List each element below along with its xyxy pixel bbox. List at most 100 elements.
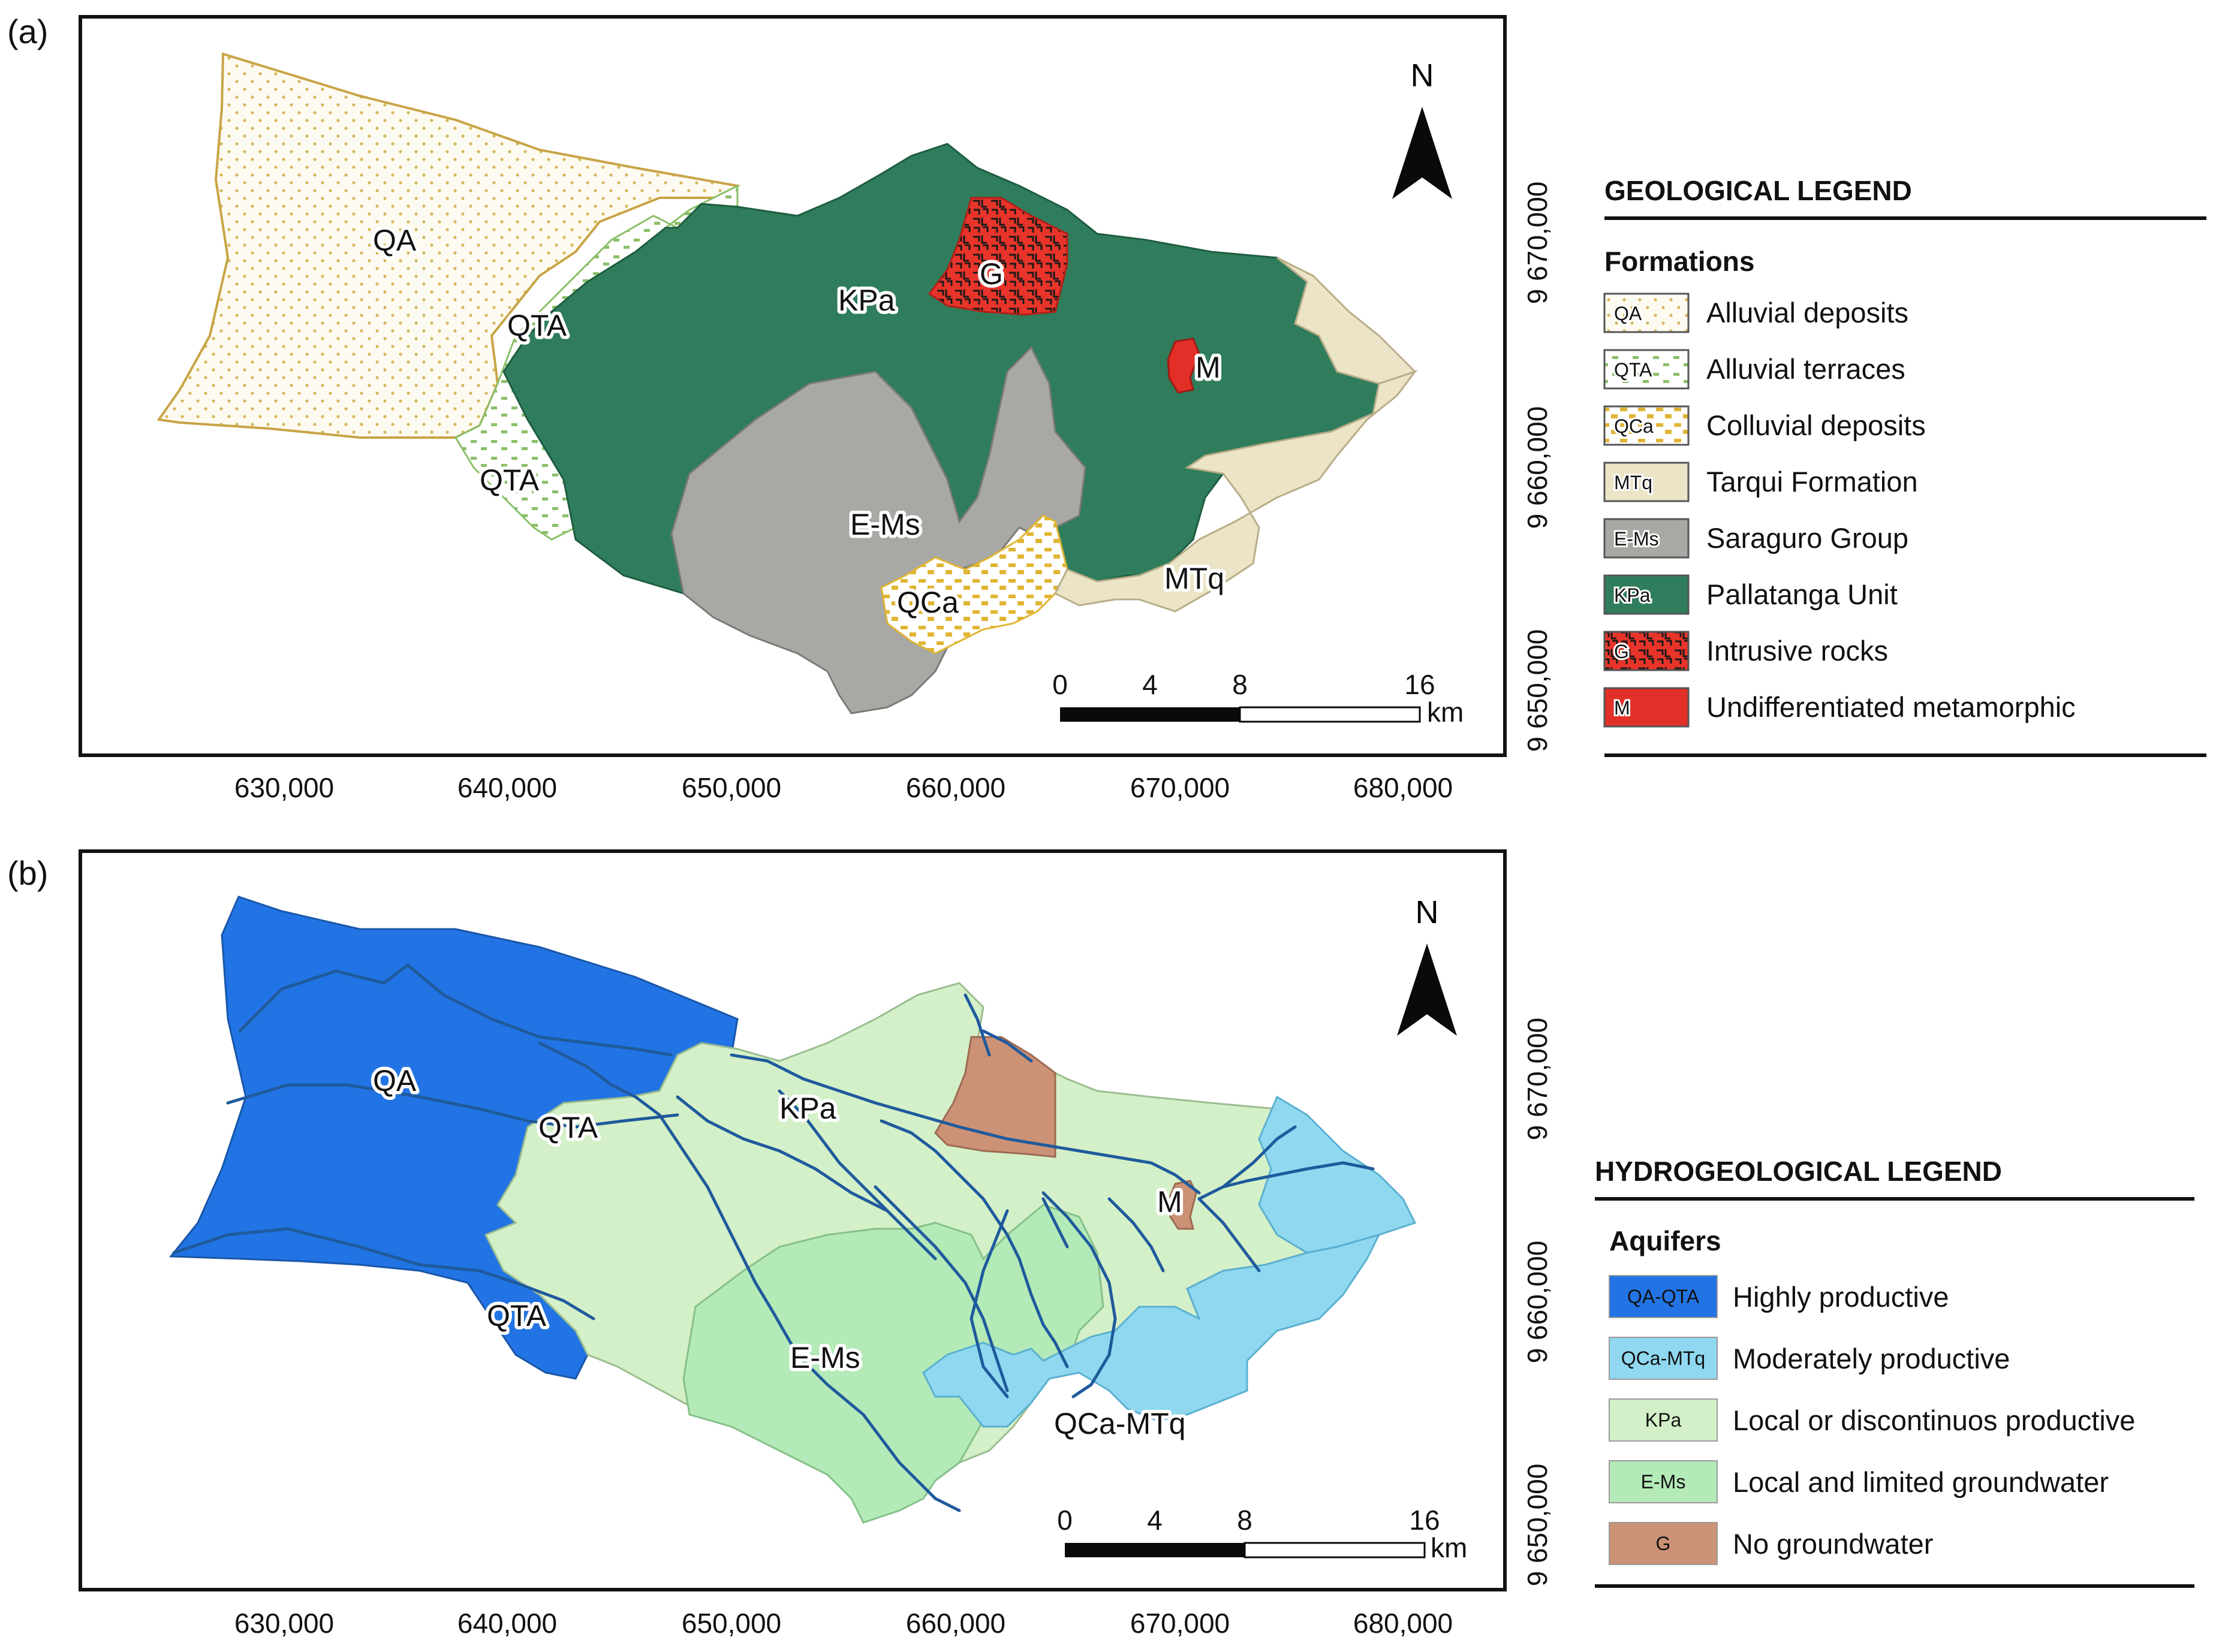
river-4 [538, 1041, 961, 1512]
label-qa: QA [373, 224, 417, 257]
legend-b-code: QA-QTA [1627, 1286, 1700, 1307]
scale-a-unit: km [1427, 697, 1464, 728]
north-arrow-icon [1392, 107, 1452, 199]
label-b-qta-north: QTA [538, 1111, 598, 1144]
legend-a-label: Intrusive rocks [1706, 635, 1888, 667]
river-8 [880, 1119, 1069, 1368]
legend-a-item: M Undifferentiated metamorphic [1603, 687, 2076, 728]
label-b-qta-south: QTA [487, 1299, 547, 1333]
legend-a-swatch [1603, 405, 1690, 446]
scale-b-8: 8 [1237, 1505, 1252, 1536]
y-tick-b-1: 9 670,000 [1522, 1018, 1553, 1141]
legend-a-item: QTA Alluvial terraces [1603, 349, 1905, 390]
legend-a-swatch [1603, 574, 1690, 615]
scale-bar-b: 0 4 8 16 km [1057, 1505, 1467, 1563]
legend-a-label: Undifferentiated metamorphic [1706, 691, 2076, 723]
legend-b-item: QA-QTA Highly productive [1609, 1275, 1949, 1318]
river-16 [1221, 1125, 1297, 1189]
x-tick-b-2: 640,000 [457, 1608, 557, 1639]
y-tick-a-1: 9 670,000 [1522, 182, 1553, 305]
legend-b-code: KPa [1645, 1409, 1682, 1431]
scale-bar-a: 0 4 8 16 km [1052, 669, 1464, 728]
y-axis-a: 9 670,000 9 660,000 9 650,000 [1522, 182, 1553, 752]
river-network [172, 963, 1375, 1512]
label-g: G [980, 257, 1003, 291]
y-axis-b: 9 670,000 9 660,000 9 650,000 [1522, 1018, 1553, 1587]
legend-b-code: QCa-MTq [1621, 1347, 1705, 1369]
x-tick-a-6: 680,000 [1353, 772, 1453, 803]
unit-qca [880, 514, 1068, 655]
legend-b-swatch [1609, 1337, 1718, 1380]
scale-b-0: 0 [1057, 1505, 1073, 1536]
legend-a-code: QA [1614, 303, 1642, 324]
x-tick-a-2: 640,000 [457, 772, 557, 803]
legend-a-code: G [1614, 641, 1629, 662]
x-tick-b-3: 650,000 [682, 1608, 781, 1639]
legend-b-code: G [1656, 1533, 1671, 1554]
legend-b-label: Moderately productive [1733, 1343, 2010, 1374]
legend-a-label: Alluvial deposits [1706, 297, 1908, 328]
legend-b-swatch [1609, 1460, 1718, 1503]
y-tick-a-2: 9 660,000 [1522, 406, 1553, 529]
legend-b-swatch [1609, 1398, 1718, 1442]
legend-b-label: Local and limited groundwater [1733, 1466, 2109, 1498]
river-12 [1041, 1191, 1117, 1398]
x-tick-a-3: 650,000 [682, 772, 781, 803]
legend-a-label: Saraguro Group [1706, 522, 1908, 554]
x-axis-b: 630,000 640,000 650,000 660,000 670,000 … [234, 1608, 1453, 1639]
y-tick-a-3: 9 650,000 [1522, 629, 1553, 752]
label-kpa: KPa [838, 284, 895, 317]
river-17 [1107, 1197, 1165, 1273]
river-2 [226, 1083, 679, 1129]
x-axis-a: 630,000 640,000 650,000 660,000 670,000 … [234, 772, 1453, 803]
legend-a-label: Colluvial deposits [1706, 409, 1926, 441]
river-10 [981, 1029, 1033, 1063]
panel-a: (a) QA QTA QTA KPa G M E-Ms QCa MTq N [7, 13, 2206, 803]
legend-b-item: KPa Local or discontinuos productive [1609, 1398, 2135, 1442]
x-tick-b-1: 630,000 [234, 1608, 334, 1639]
legend-a-swatch [1603, 631, 1690, 671]
scale-a-8: 8 [1232, 669, 1248, 700]
legend-a-swatch [1603, 518, 1690, 559]
scale-b-unit: km [1431, 1532, 1467, 1563]
river-1 [238, 963, 673, 1057]
legend-a-code: QCa [1614, 415, 1654, 437]
north-arrow-b: N [1397, 894, 1457, 1036]
river-9 [964, 993, 991, 1057]
zone-m [1168, 1180, 1197, 1230]
north-label-b: N [1416, 894, 1439, 930]
river-7 [778, 1089, 889, 1213]
river-11 [874, 1185, 1009, 1392]
scale-b-16: 16 [1409, 1505, 1440, 1536]
legend-b-item: G No groundwater [1609, 1522, 1933, 1565]
legend-a-subtitle: Formations [1604, 246, 1754, 277]
legend-a-item: E-Ms Saraguro Group [1603, 518, 1908, 559]
label-mtq: MTq [1164, 562, 1224, 595]
label-b-kpa: KPa [779, 1092, 836, 1125]
x-tick-b-6: 680,000 [1353, 1608, 1453, 1639]
legend-a-item: G Intrusive rocks [1603, 631, 1888, 671]
scale-a-4: 4 [1142, 669, 1158, 700]
label-ems: E-Ms [850, 508, 920, 541]
north-label-a: N [1411, 58, 1434, 94]
unit-g [928, 197, 1068, 316]
x-tick-b-4: 660,000 [906, 1608, 1005, 1639]
label-b-ems: E-Ms [790, 1341, 860, 1374]
x-tick-a-4: 660,000 [906, 772, 1005, 803]
scale-b-4: 4 [1147, 1505, 1163, 1536]
legend-b: HYDROGEOLOGICAL LEGEND Aquifers QA-QTA Hi… [1595, 1156, 2194, 1588]
legend-b-label: No groundwater [1733, 1528, 1933, 1560]
scale-a-16: 16 [1404, 669, 1435, 700]
legend-a-code: KPa [1614, 584, 1651, 606]
legend-b-label: Highly productive [1733, 1281, 1949, 1313]
north-arrow-a: N [1392, 58, 1452, 199]
legend-a-title: GEOLOGICAL LEGEND [1604, 175, 1912, 206]
legend-b-subtitle: Aquifers [1609, 1225, 1721, 1256]
y-tick-b-3: 9 650,000 [1522, 1464, 1553, 1587]
river-5 [676, 1095, 937, 1261]
scale-a-0: 0 [1052, 669, 1068, 700]
legend-a: GEOLOGICAL LEGEND Formations QA Alluvial … [1603, 175, 2206, 757]
unit-mtq-south [1053, 370, 1418, 613]
zone-qca-mtq-south [922, 1233, 1381, 1428]
legend-b-label: Local or discontinuos productive [1733, 1404, 2135, 1436]
